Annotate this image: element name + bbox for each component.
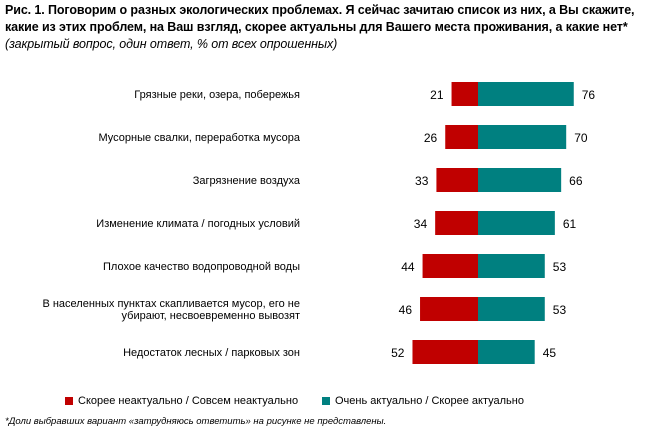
- chart-title-note: (закрытый вопрос, один ответ, % от всех …: [5, 37, 338, 51]
- chart-title: Рис. 1. Поговорим о разных экологических…: [5, 2, 645, 53]
- bar-not-relevant: [420, 297, 478, 321]
- legend-swatch-relevant: [322, 397, 330, 405]
- bar-not-relevant: [435, 211, 478, 235]
- bar-not-relevant: [436, 168, 478, 192]
- legend: Скорее неактуально / Совсем неактуально …: [65, 395, 645, 411]
- legend-item-relevant: Очень актуально / Скорее актуально: [322, 395, 524, 407]
- value-label-not-relevant: 44: [401, 260, 415, 274]
- legend-swatch-not-relevant: [65, 397, 73, 405]
- value-label-not-relevant: 52: [391, 346, 405, 360]
- value-label-not-relevant: 46: [399, 303, 413, 317]
- bar-not-relevant: [422, 254, 478, 278]
- value-label-not-relevant: 33: [415, 174, 429, 188]
- value-label-not-relevant: 21: [430, 88, 444, 102]
- category-label: Грязные реки, озера, побережья: [134, 89, 300, 101]
- value-label-relevant: 66: [569, 174, 583, 188]
- bar-not-relevant: [445, 125, 478, 149]
- legend-label-not-relevant: Скорее неактуально / Совсем неактуально: [78, 395, 299, 407]
- bar-relevant: [478, 211, 555, 235]
- bar-relevant: [478, 254, 545, 278]
- legend-item-not-relevant: Скорее неактуально / Совсем неактуально: [65, 395, 298, 407]
- value-label-relevant: 45: [543, 346, 557, 360]
- bar-relevant: [478, 82, 574, 106]
- category-label: Плохое качество водопроводной воды: [103, 261, 300, 273]
- category-label: Недостаток лесных / парковых зон: [123, 347, 300, 359]
- bar-not-relevant: [451, 82, 478, 106]
- value-label-relevant: 53: [553, 303, 567, 317]
- value-label-not-relevant: 26: [424, 131, 438, 145]
- value-label-relevant: 76: [582, 88, 596, 102]
- category-label: Изменение климата / погодных условий: [96, 218, 300, 230]
- bar-relevant: [478, 125, 567, 149]
- category-label: В населенных пунктах скапливается мусор,…: [42, 298, 300, 322]
- value-label-relevant: 61: [563, 217, 577, 231]
- footnote: *Доли выбравших вариант «затрудняюсь отв…: [5, 416, 387, 427]
- value-label-not-relevant: 34: [414, 217, 428, 231]
- legend-label-relevant: Очень актуально / Скорее актуально: [335, 395, 524, 407]
- chart-title-main: Рис. 1. Поговорим о разных экологических…: [5, 3, 635, 34]
- bar-not-relevant: [412, 340, 478, 364]
- bar-relevant: [478, 168, 562, 192]
- value-label-relevant: 53: [553, 260, 567, 274]
- category-label: Мусорные свалки, переработка мусора: [98, 132, 300, 144]
- bar-relevant: [478, 340, 535, 364]
- value-label-relevant: 70: [574, 131, 588, 145]
- bar-relevant: [478, 297, 545, 321]
- category-label: Загрязнение воздуха: [193, 175, 301, 187]
